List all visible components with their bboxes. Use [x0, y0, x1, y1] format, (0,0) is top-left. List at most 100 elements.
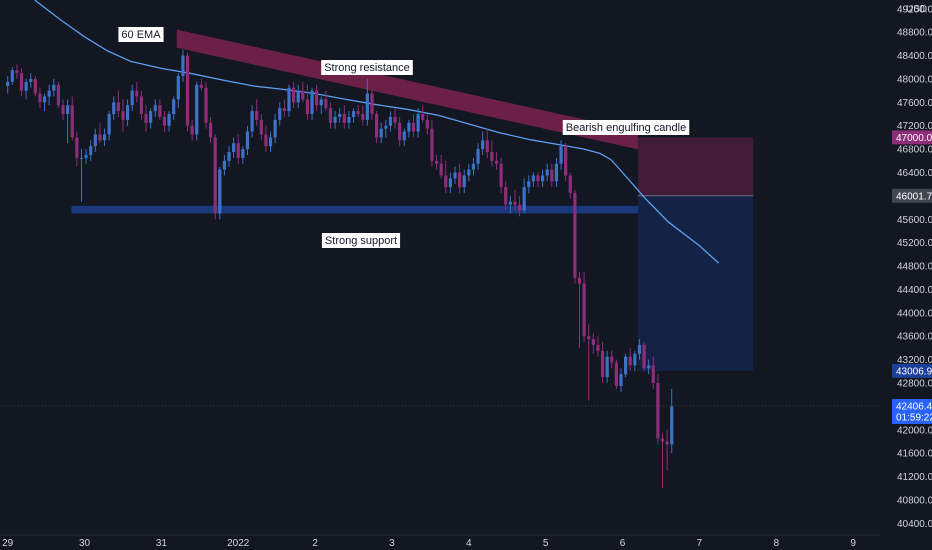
candle[interactable] — [499, 157, 503, 193]
candle[interactable] — [42, 93, 47, 112]
candle[interactable] — [319, 96, 323, 115]
candle[interactable] — [347, 111, 351, 129]
candle[interactable] — [204, 81, 208, 129]
candle[interactable] — [208, 116, 213, 144]
candle[interactable] — [185, 52, 190, 132]
engulfing-label[interactable]: Bearish engulfing candle — [562, 120, 690, 135]
candle[interactable] — [605, 350, 609, 383]
candle[interactable] — [517, 195, 522, 217]
candle[interactable] — [457, 163, 462, 193]
candle[interactable] — [647, 359, 651, 375]
candle[interactable] — [481, 131, 485, 155]
candle[interactable] — [199, 78, 203, 91]
candle[interactable] — [665, 429, 669, 471]
candle[interactable] — [411, 114, 416, 138]
candle[interactable] — [93, 128, 97, 153]
candle[interactable] — [439, 154, 443, 179]
candle[interactable] — [52, 78, 56, 97]
candle[interactable] — [587, 324, 591, 401]
candle[interactable] — [33, 76, 37, 97]
candle[interactable] — [227, 146, 231, 167]
candle[interactable] — [107, 111, 111, 141]
candle[interactable] — [342, 105, 346, 129]
candle[interactable] — [351, 108, 356, 123]
candle[interactable] — [453, 166, 457, 185]
candle[interactable] — [84, 149, 88, 164]
candle[interactable] — [167, 111, 171, 132]
candle[interactable] — [278, 102, 282, 126]
stop-loss-zone[interactable] — [637, 137, 754, 196]
candle[interactable] — [61, 99, 65, 120]
candle[interactable] — [144, 105, 148, 132]
candle[interactable] — [384, 119, 388, 138]
candle[interactable] — [559, 140, 563, 170]
candle[interactable] — [656, 374, 660, 445]
candle[interactable] — [255, 99, 259, 126]
candle[interactable] — [628, 347, 632, 372]
candle[interactable] — [425, 114, 429, 135]
candle[interactable] — [218, 166, 222, 220]
candle[interactable] — [70, 96, 74, 141]
candle[interactable] — [291, 81, 296, 109]
candle[interactable] — [573, 190, 577, 284]
candle[interactable] — [176, 73, 180, 109]
ema-label[interactable]: 60 EMA — [118, 27, 164, 42]
candle[interactable] — [448, 172, 452, 193]
candle[interactable] — [181, 49, 185, 82]
candle[interactable] — [130, 84, 134, 112]
resistance-zone[interactable] — [176, 29, 638, 150]
candle[interactable] — [388, 111, 393, 132]
candle[interactable] — [232, 137, 236, 158]
candle[interactable] — [541, 169, 545, 188]
candle[interactable] — [416, 108, 420, 138]
candle[interactable] — [338, 108, 342, 123]
candle[interactable] — [633, 350, 637, 372]
candle[interactable] — [250, 105, 254, 138]
candle[interactable] — [462, 169, 466, 193]
candle[interactable] — [522, 178, 526, 214]
candle[interactable] — [670, 388, 674, 454]
candle[interactable] — [139, 90, 144, 120]
candle[interactable] — [545, 163, 549, 182]
candle[interactable] — [116, 90, 120, 117]
candle[interactable] — [6, 76, 10, 94]
candle[interactable] — [531, 172, 535, 188]
candle[interactable] — [287, 84, 291, 117]
resistance-label[interactable]: Strong resistance — [321, 60, 413, 75]
candle[interactable] — [610, 350, 614, 369]
candle[interactable] — [47, 84, 51, 106]
candle[interactable] — [600, 342, 605, 383]
candle[interactable] — [75, 131, 79, 167]
candle[interactable] — [241, 146, 245, 164]
candle[interactable] — [268, 131, 273, 153]
candle[interactable] — [66, 99, 70, 144]
candle[interactable] — [642, 342, 646, 372]
candle[interactable] — [236, 134, 240, 164]
candle[interactable] — [624, 353, 628, 378]
take-profit-zone[interactable] — [637, 195, 754, 371]
candle[interactable] — [264, 125, 268, 153]
candle[interactable] — [619, 368, 623, 392]
candle[interactable] — [467, 163, 471, 182]
candle[interactable] — [149, 108, 153, 129]
candle[interactable] — [596, 336, 600, 357]
candle[interactable] — [29, 73, 33, 88]
candle[interactable] — [213, 134, 217, 220]
candle[interactable] — [79, 149, 84, 202]
candle[interactable] — [245, 125, 250, 155]
support-label[interactable]: Strong support — [321, 233, 401, 248]
candle[interactable] — [485, 128, 489, 158]
candle[interactable] — [564, 143, 568, 182]
candle[interactable] — [324, 90, 328, 112]
candle[interactable] — [568, 172, 572, 199]
candle[interactable] — [333, 111, 337, 129]
candle[interactable] — [259, 114, 263, 141]
candle[interactable] — [38, 87, 42, 109]
candle[interactable] — [527, 175, 531, 193]
candle[interactable] — [550, 163, 554, 188]
candle[interactable] — [89, 140, 93, 161]
candle[interactable] — [301, 81, 305, 103]
candle[interactable] — [490, 140, 494, 167]
ema-line[interactable] — [34, 0, 720, 264]
